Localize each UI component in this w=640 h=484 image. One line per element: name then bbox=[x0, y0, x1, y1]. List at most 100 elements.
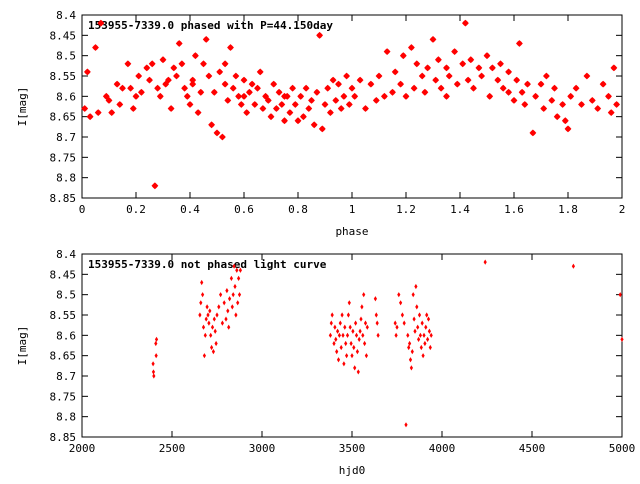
data-point bbox=[221, 80, 229, 88]
data-point bbox=[138, 88, 145, 96]
x-tick-label: 0 bbox=[79, 203, 86, 216]
y-tick-label: 8.4 bbox=[56, 248, 76, 261]
data-point bbox=[486, 92, 494, 100]
data-point bbox=[167, 105, 175, 112]
data-point bbox=[209, 332, 213, 338]
data-point bbox=[210, 324, 215, 330]
data-point bbox=[416, 324, 420, 330]
y-tick-label: 8.85 bbox=[50, 192, 77, 205]
y-tick-label: 8.75 bbox=[50, 390, 77, 403]
data-point bbox=[214, 340, 218, 347]
data-point bbox=[154, 353, 158, 359]
data-point bbox=[213, 129, 221, 137]
data-point bbox=[561, 117, 569, 125]
data-point bbox=[229, 275, 233, 281]
data-point bbox=[610, 64, 618, 72]
data-point bbox=[207, 320, 211, 326]
data-point bbox=[201, 324, 206, 330]
data-point bbox=[413, 328, 417, 334]
data-point bbox=[335, 349, 339, 355]
x-tick-label: 2500 bbox=[159, 442, 186, 455]
data-point bbox=[235, 267, 239, 273]
data-point bbox=[341, 332, 345, 338]
data-point bbox=[332, 97, 340, 104]
data-point bbox=[254, 84, 261, 92]
data-point bbox=[475, 64, 483, 72]
data-point bbox=[129, 105, 137, 112]
data-point bbox=[356, 76, 364, 84]
data-point bbox=[459, 60, 467, 68]
data-point bbox=[518, 88, 526, 96]
data-point bbox=[204, 316, 208, 322]
data-point bbox=[175, 40, 183, 47]
data-point bbox=[234, 312, 238, 318]
data-point bbox=[105, 97, 113, 104]
data-point bbox=[354, 320, 358, 326]
data-point bbox=[421, 88, 429, 96]
x-tick-label: 0.8 bbox=[288, 203, 308, 216]
x-tick-label: 2 bbox=[619, 203, 626, 216]
data-point bbox=[397, 292, 401, 298]
data-point bbox=[356, 369, 360, 375]
data-point bbox=[256, 68, 264, 76]
data-point bbox=[183, 92, 191, 100]
data-point bbox=[427, 328, 431, 334]
data-point bbox=[202, 36, 210, 43]
data-point bbox=[302, 84, 310, 92]
y-tick-label: 8.75 bbox=[50, 151, 77, 164]
data-point bbox=[605, 92, 612, 100]
data-point bbox=[413, 60, 421, 68]
data-point bbox=[426, 336, 430, 342]
data-point bbox=[159, 56, 167, 64]
data-point bbox=[410, 84, 418, 92]
x-tick-label: 1.8 bbox=[558, 203, 578, 216]
data-point bbox=[516, 40, 523, 47]
data-point bbox=[235, 92, 242, 100]
data-point bbox=[571, 263, 575, 269]
data-point bbox=[226, 308, 230, 314]
data-point bbox=[376, 332, 380, 338]
data-point bbox=[336, 328, 340, 334]
data-point bbox=[97, 19, 105, 27]
data-point bbox=[294, 117, 302, 125]
y-tick-label: 8.8 bbox=[56, 411, 76, 424]
data-point bbox=[251, 101, 259, 108]
data-point bbox=[470, 84, 477, 92]
data-point bbox=[216, 68, 224, 76]
data-point bbox=[92, 44, 99, 51]
x-tick-label: 0.4 bbox=[180, 203, 200, 216]
phased-light-curve-panel: 0 0.2 0.4 0.6 0.8 1 1.2 1.4 1.6 1.8 2 8.4 8.45 8.5 8.5… bbox=[16, 9, 625, 238]
data-point bbox=[116, 101, 124, 108]
data-point bbox=[618, 292, 622, 298]
data-point bbox=[467, 56, 475, 64]
data-point bbox=[332, 340, 336, 347]
data-point bbox=[189, 76, 197, 84]
data-point bbox=[199, 300, 203, 306]
data-point bbox=[363, 320, 368, 326]
data-point bbox=[408, 44, 415, 51]
data-point bbox=[178, 60, 186, 68]
plot-title: 153955-7339.0 phased with P=44.150day bbox=[88, 19, 333, 32]
data-point bbox=[275, 88, 283, 96]
data-point bbox=[351, 328, 355, 334]
data-point bbox=[417, 312, 422, 318]
data-point bbox=[423, 340, 427, 347]
y-tick-label: 8.45 bbox=[50, 268, 77, 281]
y-tick-label: 8.6 bbox=[56, 329, 76, 342]
data-point bbox=[407, 344, 411, 351]
data-point bbox=[336, 357, 341, 363]
data-point bbox=[300, 113, 307, 121]
data-point bbox=[228, 296, 232, 302]
data-point bbox=[217, 304, 221, 310]
data-point bbox=[478, 72, 485, 80]
x-axis-label: phase bbox=[335, 225, 368, 238]
data-point bbox=[381, 92, 388, 100]
data-point bbox=[337, 332, 341, 338]
data-point bbox=[411, 292, 415, 298]
y-tick-label: 8.65 bbox=[50, 111, 77, 124]
data-point bbox=[259, 105, 267, 112]
data-point bbox=[351, 92, 359, 100]
data-point bbox=[344, 340, 348, 347]
data-point bbox=[346, 312, 350, 318]
data-point bbox=[113, 80, 121, 88]
